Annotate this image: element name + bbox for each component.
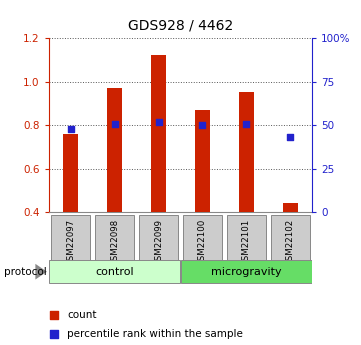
Bar <box>181 260 312 283</box>
Text: GSM22101: GSM22101 <box>242 219 251 266</box>
Text: GSM22099: GSM22099 <box>154 219 163 266</box>
Point <box>243 121 249 127</box>
Point <box>200 122 205 128</box>
Bar <box>195 110 210 212</box>
Text: protocol: protocol <box>4 267 46 277</box>
Bar <box>139 215 178 270</box>
Bar <box>283 204 298 212</box>
Text: GDS928 / 4462: GDS928 / 4462 <box>128 19 233 33</box>
Bar <box>51 215 90 270</box>
Text: GSM22100: GSM22100 <box>198 219 207 266</box>
Bar <box>107 88 122 212</box>
Text: control: control <box>95 267 134 277</box>
Point <box>287 135 293 140</box>
Bar <box>239 92 254 212</box>
Bar <box>227 215 266 270</box>
Point <box>51 331 57 337</box>
Text: GSM22097: GSM22097 <box>66 219 75 266</box>
Bar <box>49 260 180 283</box>
Polygon shape <box>35 264 47 279</box>
Text: count: count <box>67 310 97 319</box>
Point <box>68 126 74 131</box>
Bar <box>63 134 78 212</box>
Bar <box>151 55 166 212</box>
Text: percentile rank within the sample: percentile rank within the sample <box>67 329 243 339</box>
Text: GSM22098: GSM22098 <box>110 219 119 266</box>
Point <box>112 121 117 127</box>
Bar <box>271 215 310 270</box>
Bar <box>183 215 222 270</box>
Text: microgravity: microgravity <box>211 267 282 277</box>
Point <box>156 119 161 124</box>
Text: GSM22102: GSM22102 <box>286 219 295 266</box>
Point <box>51 312 57 317</box>
Bar <box>95 215 134 270</box>
